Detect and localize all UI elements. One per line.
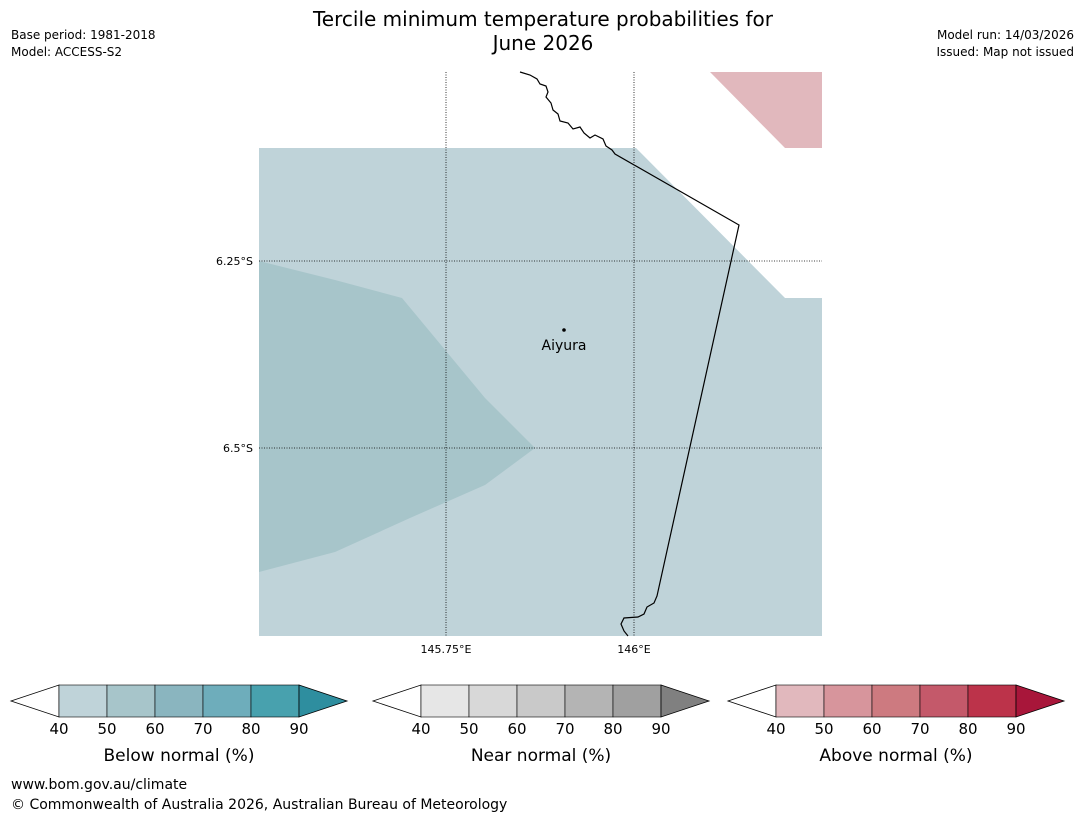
legend-above-over-arrow [1015,684,1066,718]
legend-above-tick-80: 80 [958,720,977,738]
coastline-border [519,71,740,637]
legend-near-tick-90: 90 [651,720,670,738]
legend-below-normal: 40 50 60 70 80 90 Below normal (%) [9,684,349,766]
legend-near-tick-40: 40 [411,720,430,738]
header-left: Base period: 1981-2018 Model: ACCESS-S2 [11,27,156,61]
legend-near-tick-60: 60 [507,720,526,738]
legend-above-normal: 40 50 60 70 80 90 Above normal (%) [726,684,1066,766]
legend-near-normal: 40 50 60 70 80 90 Near normal (%) [371,684,711,766]
legend-below-tick-50: 50 [97,720,116,738]
legend-above-swatch-4 [967,684,1017,718]
legend-below-tick-80: 80 [241,720,260,738]
base-period-text: Base period: 1981-2018 [11,28,156,42]
legend-above-tick-50: 50 [814,720,833,738]
lon-label-146: 146°E [617,643,650,656]
issued-text: Issued: Map not issued [936,45,1074,59]
legend-below-title: Below normal (%) [104,746,255,766]
lat-label-6-25: 6.25°S [216,255,253,268]
header-right: Model run: 14/03/2026 Issued: Map not is… [936,27,1074,61]
legend-above-under-arrow [726,684,777,718]
legend-above-tick-60: 60 [862,720,881,738]
above-40-50-region [710,72,822,148]
legend-below-over-arrow [298,684,349,718]
legend-near-tick-70: 70 [555,720,574,738]
legend-below-tick-90: 90 [289,720,308,738]
below-50-60-region [259,261,535,572]
lat-label-6-5: 6.5°S [223,442,253,455]
legend-near-swatch-2 [516,684,566,718]
legend-below-swatch-3 [202,684,252,718]
legend-near-title: Near normal (%) [471,746,611,766]
legend-above-swatch-0 [775,684,825,718]
map-title: Tercile minimum temperature probabilitie… [243,7,843,55]
legend-above-tick-70: 70 [910,720,929,738]
legend-above-swatch-1 [823,684,873,718]
legend-near-swatch-0 [420,684,470,718]
title-line-1: Tercile minimum temperature probabilitie… [312,7,774,31]
legend-near-swatch-3 [564,684,614,718]
footer: www.bom.gov.au/climate © Commonwealth of… [11,775,507,815]
footer-url: www.bom.gov.au/climate [11,777,188,793]
legend-below-swatch-2 [154,684,204,718]
legend-near-tick-80: 80 [603,720,622,738]
place-marker-aiyura [562,328,566,332]
legend-below-tick-70: 70 [193,720,212,738]
legend-above-tick-40: 40 [766,720,785,738]
legend-near-over-arrow [660,684,711,718]
legend-below-under-arrow [9,684,60,718]
legend-near-swatch-1 [468,684,518,718]
footer-copyright: © Commonwealth of Australia 2026, Austra… [11,797,508,813]
model-text: Model: ACCESS-S2 [11,45,123,59]
legend-below-swatch-1 [106,684,156,718]
model-run-text: Model run: 14/03/2026 [936,28,1074,42]
legend-above-swatch-2 [871,684,921,718]
legend-near-tick-50: 50 [459,720,478,738]
legend-above-swatch-3 [919,684,969,718]
legend-above-tick-90: 90 [1006,720,1025,738]
legend-near-swatch-4 [612,684,662,718]
legend-below-swatch-0 [58,684,108,718]
title-line-2: June 2026 [492,31,594,55]
legend-below-tick-40: 40 [49,720,68,738]
lon-label-145-75: 145.75°E [421,643,472,656]
legend-below-swatch-4 [250,684,300,718]
legend-below-tick-60: 60 [145,720,164,738]
place-label-aiyura: Aiyura [542,338,587,354]
map-frame: Aiyura 6.25°S 6.5°S 145.75°E 146°E [216,71,822,656]
legend-near-under-arrow [371,684,422,718]
legend-above-title: Above normal (%) [819,746,972,766]
